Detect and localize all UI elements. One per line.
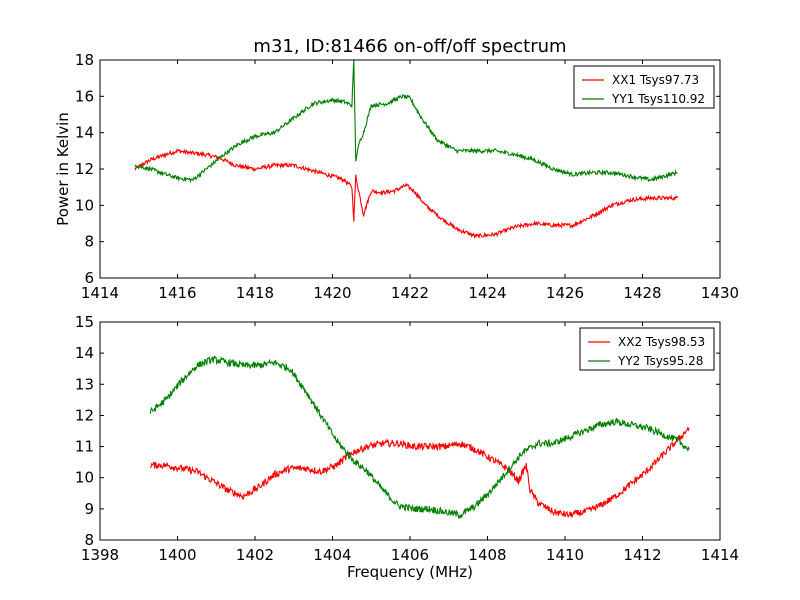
y-tick-label: 10 xyxy=(75,196,94,214)
y-tick-label: 6 xyxy=(84,269,94,287)
top-panel: 1414 1416 1418 1420 1422 1424 1426 1428 14306810… xyxy=(54,36,739,302)
y-tick-label: 11 xyxy=(75,438,94,456)
legend-label: XX1 Tsys97.73 xyxy=(612,73,699,87)
y-tick-label: 14 xyxy=(75,124,94,142)
legend-box xyxy=(579,327,715,371)
x-tick-label: 1398 xyxy=(81,546,119,564)
legend-label: XX2 Tsys98.53 xyxy=(618,335,705,349)
x-tick-label: 1408 xyxy=(468,546,506,564)
legend-label: YY1 Tsys110.92 xyxy=(611,92,705,106)
y-tick-label: 8 xyxy=(84,531,94,549)
y-tick-label: 18 xyxy=(75,51,94,69)
x-tick-label: 1430 xyxy=(701,284,739,302)
bottom-panel: 1398 1400 1402 1404 1406 1408 1410 1412 14148910… xyxy=(75,313,739,581)
x-tick-label: 1402 xyxy=(236,546,274,564)
x-tick-label: 1426 xyxy=(546,284,584,302)
series-line-2 xyxy=(149,355,690,520)
chart-title: m31, ID:81466 on-off/off spectrum xyxy=(253,36,566,57)
legend: XX2 Tsys98.53 YY2 Tsys95.28 xyxy=(579,327,715,371)
x-tick-label: 1412 xyxy=(623,546,661,564)
series-line-2 xyxy=(134,60,678,184)
legend-box xyxy=(573,65,715,109)
x-tick-label: 1418 xyxy=(236,284,274,302)
x-tick-label: 1414 xyxy=(701,546,739,564)
x-tick-label: 1420 xyxy=(313,284,351,302)
y-tick-label: 15 xyxy=(75,313,94,331)
y-tick-label: 8 xyxy=(84,233,94,251)
y-axis-title: Power in Kelvin xyxy=(54,112,72,226)
x-tick-label: 1406 xyxy=(391,546,429,564)
x-tick-label: 1410 xyxy=(546,546,584,564)
series-line-1 xyxy=(149,426,690,518)
y-tick-label: 12 xyxy=(75,160,94,178)
x-axis-title: Frequency (MHz) xyxy=(347,563,473,581)
x-tick-label: 1400 xyxy=(158,546,196,564)
x-tick-label: 1404 xyxy=(313,546,351,564)
x-tick-label: 1416 xyxy=(158,284,196,302)
x-tick-label: 1424 xyxy=(468,284,506,302)
y-tick-label: 13 xyxy=(75,375,94,393)
series-line-1 xyxy=(134,148,678,239)
legend-label: YY2 Tsys95.28 xyxy=(617,354,703,368)
x-tick-label: 1428 xyxy=(623,284,661,302)
y-tick-label: 12 xyxy=(75,406,94,424)
y-tick-label: 9 xyxy=(84,500,94,518)
y-tick-label: 16 xyxy=(75,87,94,105)
y-tick-label: 10 xyxy=(75,469,94,487)
legend: XX1 Tsys97.73 YY1 Tsys110.92 xyxy=(573,65,715,109)
y-tick-label: 14 xyxy=(75,344,94,362)
x-tick-label: 1422 xyxy=(391,284,429,302)
x-tick-label: 1414 xyxy=(81,284,119,302)
